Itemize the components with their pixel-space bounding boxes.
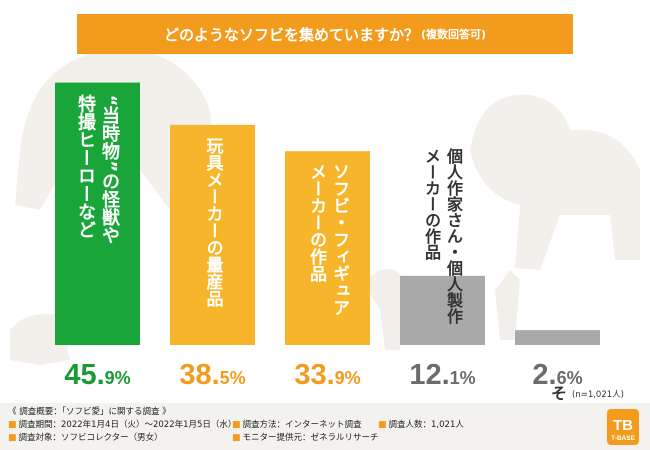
lion-silhouette <box>470 94 640 270</box>
bar-3 <box>285 151 370 345</box>
value-label-2: 38.5% <box>179 359 245 391</box>
bullet-icon: ■ <box>8 420 17 430</box>
value-label-5: 2.6% <box>532 359 582 391</box>
survey-count-row: ■ 調査人数：1,021人 <box>378 420 464 431</box>
survey-target-row: ■ 調査対象：ソフビコレクター（男女） <box>8 433 163 444</box>
category-label-4-line-2: メーカーの作品 <box>422 148 441 261</box>
value-label-3: 33.9% <box>294 359 360 391</box>
logo-name: T-BASE <box>611 435 636 442</box>
category-label-4-line-1: 個人作家さん・個人製作 <box>444 147 464 325</box>
logo-letters: TB <box>613 417 633 434</box>
bullet-icon: ■ <box>8 433 17 443</box>
value-label-4: 12.1% <box>409 359 475 391</box>
category-label-1-line-1: “当時物”の怪獣や <box>99 95 120 245</box>
category-label-3-line-1: ソフビ・フィギュア <box>329 163 349 316</box>
survey-period: 調査期間：2022年1月4日（火）〜2022年1月5日（水） <box>18 420 237 430</box>
bar-4 <box>400 275 485 345</box>
giraffe-silhouette <box>495 270 520 340</box>
title-sub: (複数回答可) <box>420 28 487 41</box>
survey-target: 調査対象：ソフビコレクター（男女） <box>18 433 163 443</box>
survey-count: 調査人数：1,021人 <box>388 420 464 430</box>
survey-summary: 《 調査概要：「ソフビ愛」に関する調査 》 ■ 調査期間：2022年1月4日（火）… <box>0 403 650 450</box>
bar-2 <box>170 124 255 345</box>
tbase-logo: TB T-BASE <box>607 409 639 445</box>
category-label-3-line-2: メーカーの作品 <box>306 163 327 283</box>
category-label-1-line-2: 特撮ヒーローなど <box>75 93 96 238</box>
bullet-icon: ■ <box>232 433 241 443</box>
survey-method: 調査方法：インターネット調査 <box>242 420 362 430</box>
survey-method-row: ■ 調査方法：インターネット調査 <box>232 420 362 431</box>
bullet-icon: ■ <box>378 420 387 430</box>
category-label-2-line-1: 玩具メーカーの量産品 <box>203 137 225 308</box>
bar-1 <box>55 82 140 345</box>
value-label-1: 45.9% <box>64 359 130 391</box>
sample-size-note: (n=1,021人) <box>572 390 624 400</box>
bar-5 <box>515 330 600 345</box>
dinosaur-silhouette <box>365 269 404 350</box>
bullet-icon: ■ <box>232 420 241 430</box>
survey-provider: モニター提供元：ゼネラルリサーチ <box>242 433 379 443</box>
survey-heading: 《 調査概要：「ソフビ愛」に関する調査 》 <box>8 407 171 417</box>
title-main: どのようなソフビを集めていますか？ <box>163 25 419 44</box>
chart-title: どのようなソフビを集めていますか？ (複数回答可) <box>77 14 573 54</box>
survey-period-row: ■ 調査期間：2022年1月4日（火）〜2022年1月5日（水） <box>8 420 236 431</box>
survey-provider-row: ■ モニター提供元：ゼネラルリサーチ <box>232 433 379 444</box>
